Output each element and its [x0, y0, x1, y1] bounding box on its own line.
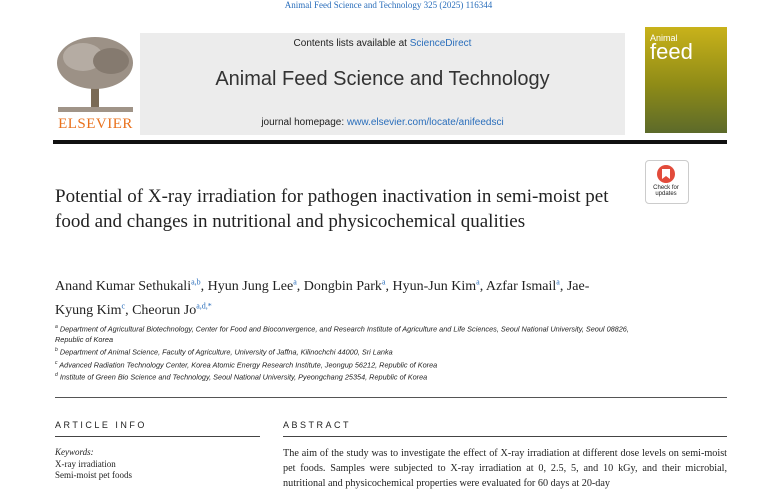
- affiliation-letter: a: [55, 324, 58, 330]
- divider: [55, 436, 260, 437]
- article-info-heading: ARTICLE INFO: [55, 420, 147, 430]
- author-name: Hyun Jung Lee: [207, 278, 294, 294]
- badge-icon: [657, 165, 675, 183]
- affiliation-text: Institute of Green Bio Science and Techn…: [59, 372, 428, 382]
- author: Hyun-Jun Kima: [392, 277, 486, 294]
- badge-line: Check for: [653, 185, 679, 191]
- cover-title-line: feed: [650, 39, 693, 65]
- contents-prefix: Contents lists available at: [293, 38, 407, 49]
- homepage-prefix: journal homepage:: [261, 117, 345, 128]
- affiliation-text: Department of Agricultural Biotechnology…: [55, 324, 629, 344]
- article-title: Potential of X-ray irradiation for patho…: [55, 186, 609, 232]
- journal-cover: [645, 27, 727, 133]
- affiliation-letter: c: [55, 359, 58, 366]
- author-affiliation: a,d,*: [196, 301, 212, 311]
- affiliations: a Department of Agricultural Biotechnolo…: [55, 322, 635, 383]
- affiliation: b Department of Animal Science, Faculty …: [55, 345, 635, 358]
- divider: [55, 397, 727, 398]
- abstract-text: The aim of the study was to investigate …: [283, 448, 727, 489]
- homepage-link[interactable]: www.elsevier.com/locate/anifeedsci: [346, 117, 504, 128]
- author-affiliation: a: [293, 277, 297, 286]
- contents-line: Contents lists available at ScienceDirec…: [140, 38, 625, 49]
- affiliation-letter: b: [55, 347, 58, 354]
- keyword: X-ray irradiation: [55, 458, 116, 469]
- keywords: Keywords: X-ray irradiation Semi-moist pet…: [55, 447, 132, 482]
- author: Hyun Jung Leea: [207, 277, 304, 294]
- abstract-heading: ABSTRACT: [283, 420, 352, 430]
- author-list: Anand Kumar Sethukalia,bHyun Jung LeeaDo…: [55, 272, 615, 321]
- author-name: Azfar Ismail: [485, 278, 557, 294]
- author-affiliation: a: [556, 277, 560, 286]
- affiliation-letter: d: [55, 372, 58, 379]
- author: Dongbin Parka: [303, 277, 393, 294]
- badge-text: Check for updates: [645, 185, 687, 197]
- author-name: Jae-Kyung Kim: [55, 278, 590, 319]
- sciencedirect-link[interactable]: ScienceDirect: [409, 38, 472, 49]
- check-updates-badge[interactable]: [645, 160, 689, 204]
- keyword: Semi-moist pet foods: [55, 470, 132, 480]
- author-affiliation: a: [476, 277, 480, 286]
- affiliation: c Advanced Radiation Technology Center, …: [55, 358, 635, 371]
- keywords-label: Keywords:: [55, 447, 94, 457]
- author-name: Cheorun Jo: [132, 303, 197, 319]
- author: Cheorun Joa,d,*: [132, 301, 212, 319]
- author-affiliation: a,b: [191, 277, 201, 286]
- journal-title: Animal Feed Science and Technology: [215, 68, 550, 90]
- badge-line: updates: [655, 191, 677, 197]
- header-rule: [53, 140, 727, 144]
- cover-title-line: Animal: [650, 33, 678, 43]
- author-name: Anand Kumar Sethukali: [55, 278, 192, 294]
- journal-reference: Animal Feed Science and Technology 325 (…: [284, 0, 493, 10]
- author-affiliation: c: [121, 301, 126, 311]
- affiliation: a Department of Agricultural Biotechnolo…: [55, 322, 635, 345]
- affiliation-text: Advanced Radiation Technology Center, Ko…: [59, 360, 438, 370]
- author-name: Hyun-Jun Kim: [392, 278, 477, 294]
- publisher-logo: [57, 37, 133, 112]
- author-name: Dongbin Park: [303, 278, 382, 294]
- author-affiliation: a: [381, 277, 386, 286]
- cover-title: Animal feed: [650, 33, 693, 65]
- publisher-name: ELSEVIER: [58, 116, 133, 132]
- affiliation: d Institute of Green Bio Science and Tec…: [55, 370, 635, 383]
- author: Azfar Ismaila: [485, 277, 567, 294]
- divider: [283, 436, 727, 437]
- header-box: [140, 33, 625, 135]
- author: Anand Kumar Sethukalia,b: [55, 277, 208, 294]
- homepage-line: journal homepage: www.elsevier.com/locat…: [140, 117, 625, 128]
- affiliation-text: Department of Animal Science, Faculty of…: [59, 347, 393, 357]
